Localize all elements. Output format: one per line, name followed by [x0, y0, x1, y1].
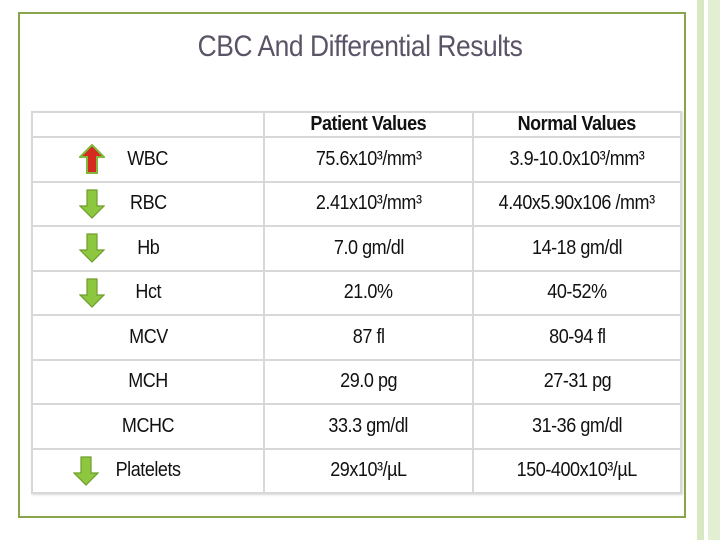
test-name-label: RBC: [129, 192, 167, 215]
test-name-label: MCH: [128, 370, 168, 393]
patient-value-text: 29x10³/µL: [330, 459, 407, 482]
table-row: Platelets 29x10³/µL 150-400x10³/µL: [33, 449, 680, 492]
cell-patient-value: 29x10³/µL: [265, 449, 472, 492]
decorative-stripe: [697, 0, 704, 540]
cell-normal-value: 150-400x10³/µL: [474, 449, 680, 492]
decorative-stripe: [708, 0, 720, 540]
table-row: MCHC 33.3 gm/dl 31-36 gm/dl: [33, 405, 680, 448]
table-row: RBC 2.41x10³/mm³ 4.40x5.90x106 /mm³: [33, 182, 680, 225]
normal-value-text: 150-400x10³/µL: [516, 459, 638, 482]
cell-test-name: Hb: [33, 227, 263, 270]
page-title: CBC And Differential Results: [197, 30, 523, 63]
normal-value-text: 31-36 gm/dl: [531, 414, 623, 437]
header-normal-values: Normal Values: [474, 113, 680, 136]
cell-normal-value: 3.9-10.0x10³/mm³: [474, 138, 680, 181]
cell-normal-value: 14-18 gm/dl: [474, 227, 680, 270]
patient-value-text: 33.3 gm/dl: [328, 414, 409, 437]
cell-test-name: MCHC: [33, 405, 263, 448]
test-name-label: MCHC: [121, 414, 175, 437]
table-row: MCV 87 fl 80-94 fl: [33, 316, 680, 359]
arrow-down-icon: [79, 189, 105, 219]
table-header-row: Patient Values Normal Values: [33, 113, 680, 136]
header-patient-values: Patient Values: [265, 113, 472, 136]
cell-patient-value: 33.3 gm/dl: [265, 405, 472, 448]
cell-test-name: Platelets: [33, 449, 263, 492]
cell-test-name: WBC: [33, 138, 263, 181]
cell-patient-value: 21.0%: [265, 271, 472, 314]
patient-value-text: 21.0%: [344, 281, 393, 304]
cell-patient-value: 7.0 gm/dl: [265, 227, 472, 270]
cell-normal-value: 27-31 pg: [474, 360, 680, 403]
cell-patient-value: 2.41x10³/mm³: [265, 182, 472, 225]
patient-value-text: 75.6x10³/mm³: [315, 147, 422, 170]
cell-test-name: MCH: [33, 360, 263, 403]
cell-test-name: MCV: [33, 316, 263, 359]
test-name-label: Platelets: [115, 459, 181, 482]
normal-value-text: 3.9-10.0x10³/mm³: [509, 147, 645, 170]
cell-patient-value: 29.0 pg: [265, 360, 472, 403]
cell-patient-value: 87 fl: [265, 316, 472, 359]
normal-value-text: 27-31 pg: [543, 370, 611, 393]
table-row: Hct 21.0% 40-52%: [33, 271, 680, 314]
patient-value-text: 87 fl: [352, 325, 385, 348]
cell-normal-value: 4.40x5.90x106 /mm³: [474, 182, 680, 225]
normal-value-text: 40-52%: [547, 281, 607, 304]
test-name-label: Hb: [136, 236, 160, 259]
cell-patient-value: 75.6x10³/mm³: [265, 138, 472, 181]
cell-test-name: RBC: [33, 182, 263, 225]
test-name-label: MCV: [128, 325, 168, 348]
cell-normal-value: 31-36 gm/dl: [474, 405, 680, 448]
normal-value-text: 4.40x5.90x106 /mm³: [498, 192, 655, 215]
test-name-label: Hct: [135, 281, 161, 304]
test-name-label: WBC: [127, 147, 169, 170]
normal-value-text: 80-94 fl: [548, 325, 606, 348]
arrow-down-icon: [79, 278, 105, 308]
table-row: Hb 7.0 gm/dl 14-18 gm/dl: [33, 227, 680, 270]
cell-test-name: Hct: [33, 271, 263, 314]
arrow-down-icon: [73, 456, 99, 486]
header-empty: [33, 113, 263, 136]
table-row: MCH 29.0 pg 27-31 pg: [33, 360, 680, 403]
patient-value-text: 2.41x10³/mm³: [315, 192, 422, 215]
arrow-down-icon: [79, 233, 105, 264]
results-table-wrapper: Patient Values Normal Values WBC 75.6x10³…: [31, 111, 682, 494]
patient-value-text: 29.0 pg: [340, 370, 397, 393]
normal-value-text: 14-18 gm/dl: [531, 236, 623, 259]
table-row: WBC 75.6x10³/mm³ 3.9-10.0x10³/mm³: [33, 138, 680, 181]
results-table: Patient Values Normal Values WBC 75.6x10³…: [31, 111, 682, 494]
patient-value-text: 7.0 gm/dl: [333, 236, 404, 259]
cell-normal-value: 80-94 fl: [474, 316, 680, 359]
arrow-up-icon: [79, 144, 105, 175]
cell-normal-value: 40-52%: [474, 271, 680, 314]
